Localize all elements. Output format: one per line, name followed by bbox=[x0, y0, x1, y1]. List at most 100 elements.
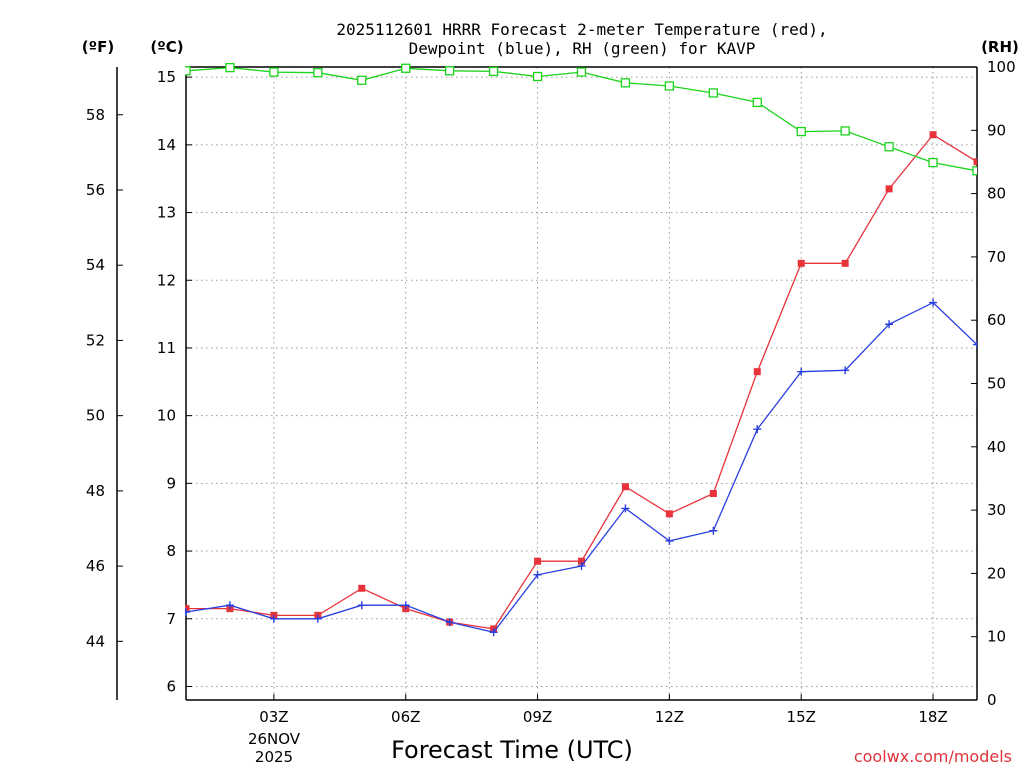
x-tick-label: 09Z bbox=[523, 708, 552, 726]
x-tick-label: 06Z bbox=[391, 708, 420, 726]
temperature-point bbox=[841, 259, 849, 267]
rh-point bbox=[185, 66, 191, 76]
dewpoint-point bbox=[269, 614, 278, 623]
dewpoint-point bbox=[357, 601, 366, 610]
fahrenheit-tick-label: 48 bbox=[86, 482, 105, 500]
rh-point bbox=[357, 75, 367, 85]
temperature-point bbox=[753, 368, 761, 376]
chart-title-line-2: Dewpoint (blue), RH (green) for KAVP bbox=[409, 39, 756, 58]
dewpoint-point bbox=[929, 298, 938, 307]
rh-point bbox=[620, 78, 631, 88]
dewpoint-point bbox=[621, 504, 630, 513]
celsius-tick-label: 7 bbox=[166, 610, 176, 628]
rh-point bbox=[401, 63, 411, 73]
date-label-day: 26NOV bbox=[248, 730, 301, 748]
rh-point bbox=[269, 67, 279, 77]
rh-point bbox=[972, 166, 977, 176]
rh-point bbox=[313, 68, 323, 78]
rh-unit-label: (RH) bbox=[981, 38, 1019, 56]
rh-tick-label: 0 bbox=[987, 691, 997, 709]
dewpoint-point bbox=[797, 367, 806, 376]
temperature-point bbox=[358, 584, 366, 592]
series-layer bbox=[185, 62, 977, 637]
celsius-tick-label: 12 bbox=[157, 271, 176, 289]
date-label-year: 2025 bbox=[255, 748, 293, 766]
rh-point bbox=[708, 88, 718, 98]
celsius-tick-label: 14 bbox=[157, 136, 176, 154]
temperature-point bbox=[185, 605, 190, 613]
fahrenheit-tick-label: 52 bbox=[86, 331, 105, 349]
dewpoint-line bbox=[185, 301, 977, 634]
fahrenheit-tick-label: 46 bbox=[86, 557, 105, 575]
x-tick-label: 15Z bbox=[787, 708, 816, 726]
x-tick-label: 18Z bbox=[918, 708, 947, 726]
celsius-tick-label: 10 bbox=[157, 407, 176, 425]
temperature-point bbox=[578, 557, 585, 565]
celsius-tick-label: 6 bbox=[166, 677, 176, 695]
chart-title-line-1: 2025112601 HRRR Forecast 2-meter Tempera… bbox=[336, 20, 827, 39]
rh-point bbox=[576, 67, 587, 77]
dewpoint-point bbox=[665, 536, 674, 545]
rh-tick-label: 60 bbox=[987, 311, 1006, 329]
gridlines bbox=[186, 67, 977, 700]
rh-tick-label: 10 bbox=[987, 628, 1006, 646]
rh-tick-label: 40 bbox=[987, 438, 1006, 456]
rh-tick-label: 70 bbox=[987, 248, 1006, 266]
credit-text: coolwx.com/models bbox=[854, 747, 1012, 766]
temperature-point bbox=[885, 185, 893, 193]
dewpoint-point bbox=[753, 425, 762, 434]
celsius-tick-label: 13 bbox=[157, 204, 176, 222]
rh-tick-label: 100 bbox=[987, 58, 1016, 76]
dewpoint-point bbox=[973, 340, 977, 349]
temperature-line bbox=[186, 133, 977, 630]
dewpoint-point bbox=[577, 561, 586, 570]
fahrenheit-tick-label: 56 bbox=[86, 181, 105, 199]
temperature-point bbox=[973, 158, 977, 166]
fahrenheit-tick-label: 50 bbox=[86, 407, 105, 425]
rh-point bbox=[445, 66, 455, 76]
rh-point bbox=[840, 126, 850, 136]
dewpoint-point bbox=[225, 601, 234, 610]
dewpoint-point bbox=[709, 526, 718, 535]
tick-labels: 6 7 8 9 10 11 12 13 14 15 44 46 48 50 52 54 56 58 0 10 20 30 4… bbox=[86, 58, 1016, 726]
x-tick-label: 03Z bbox=[259, 708, 288, 726]
fahrenheit-tick-label: 54 bbox=[86, 256, 105, 274]
dewpoint-point bbox=[185, 607, 190, 616]
rh-tick-label: 80 bbox=[987, 185, 1006, 203]
rh-point bbox=[532, 71, 543, 82]
fahrenheit-tick-label: 58 bbox=[86, 106, 105, 124]
dewpoint-point bbox=[841, 366, 850, 375]
celsius-tick-label: 15 bbox=[157, 68, 176, 86]
x-axis-title: Forecast Time (UTC) bbox=[391, 736, 633, 764]
celsius-tick-label: 11 bbox=[157, 339, 176, 357]
temperature-point bbox=[534, 557, 542, 565]
celsius-tick-label: 9 bbox=[166, 474, 176, 492]
dewpoint-point bbox=[313, 614, 322, 623]
rh-point bbox=[752, 97, 762, 108]
rh-tick-label: 50 bbox=[987, 375, 1006, 393]
rh-tick-label: 30 bbox=[987, 501, 1006, 519]
rh-point bbox=[884, 142, 894, 152]
dewpoint-point bbox=[885, 320, 894, 329]
rh-point bbox=[488, 66, 499, 77]
temperature-point bbox=[929, 131, 937, 139]
dewpoint-point bbox=[445, 618, 454, 627]
rh-point bbox=[225, 62, 235, 73]
temperature-point bbox=[709, 490, 717, 498]
celsius-tick-label: 8 bbox=[166, 542, 176, 560]
fahrenheit-unit-label: (ºF) bbox=[82, 38, 114, 56]
dewpoint-point bbox=[533, 570, 542, 579]
temperature-point bbox=[797, 259, 805, 267]
rh-point bbox=[928, 157, 938, 168]
temperature-point bbox=[621, 483, 629, 491]
rh-tick-label: 20 bbox=[987, 564, 1006, 582]
dewpoint-point bbox=[401, 601, 410, 610]
rh-tick-label: 90 bbox=[987, 121, 1006, 139]
temperature-point bbox=[665, 510, 673, 518]
rh-point bbox=[664, 81, 675, 91]
fahrenheit-tick-label: 44 bbox=[86, 632, 105, 650]
dewpoint-point bbox=[489, 628, 498, 637]
rh-line bbox=[185, 66, 977, 172]
rh-point bbox=[796, 126, 806, 137]
